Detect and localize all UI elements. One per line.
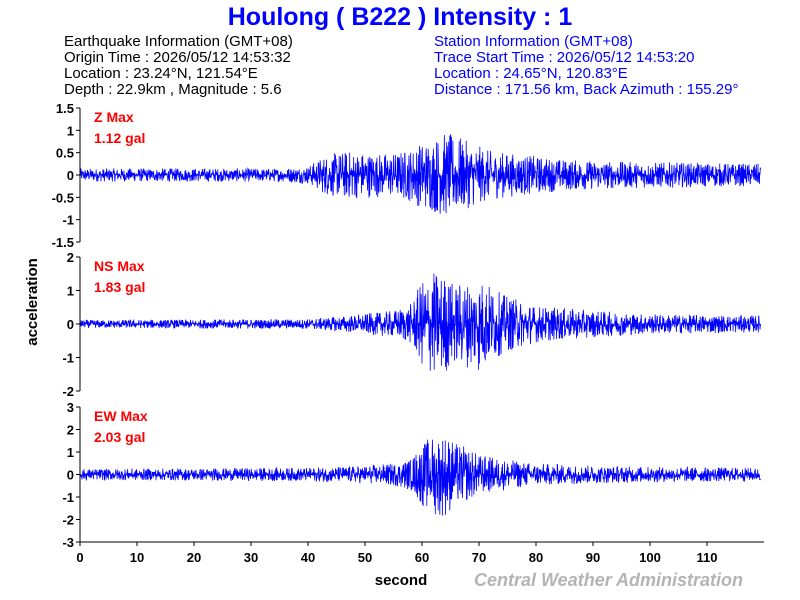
origin-time: Origin Time : 2026/05/12 14:53:32: [64, 49, 291, 66]
ew-y-tick-label: 3: [67, 400, 74, 415]
z-max-value: 1.12 gal: [94, 130, 145, 146]
earthquake-info: Earthquake Information (GMT+08) Origin T…: [64, 34, 293, 98]
x-axis-label: second: [375, 572, 428, 589]
ew-max-label: EW Max: [94, 408, 148, 424]
ew-y-tick-label: -1: [62, 490, 74, 505]
ew-y-tick-label: 1: [67, 445, 74, 460]
x-tick-label: 110: [697, 550, 718, 565]
depth-magnitude: Depth : 22.9km , Magnitude : 5.6: [64, 81, 282, 98]
epicenter-location: Location : 23.24°N, 121.54°E: [64, 65, 258, 82]
ns-y-tick-label: 1: [67, 284, 74, 299]
ew-y-tick-label: 2: [67, 423, 74, 438]
credit-text: Central Weather Administration: [474, 570, 744, 590]
ns-max-value: 1.83 gal: [94, 279, 145, 295]
z-y-tick-label: -1.5: [52, 235, 74, 250]
ns-y-tick-label: 0: [67, 317, 74, 332]
ew-y-tick-label: 0: [67, 468, 74, 483]
station-info-heading: Station Information (GMT+08): [434, 33, 633, 50]
ns-y-tick-label: -1: [62, 351, 74, 366]
ew-waveform-trace: [79, 439, 761, 516]
x-tick-label: 40: [301, 550, 315, 565]
trace-start-time: Trace Start Time : 2026/05/12 14:53:20: [434, 49, 695, 66]
ew-y-tick-label: -3: [62, 535, 74, 550]
z-waveform-trace: [79, 134, 761, 214]
ns-max-label: NS Max: [94, 258, 145, 274]
x-tick-label: 10: [130, 550, 144, 565]
x-tick-label: 100: [639, 550, 661, 565]
x-tick-label: 30: [244, 550, 258, 565]
x-tick-label: 50: [358, 550, 372, 565]
y-axis-label: acceleration: [24, 258, 41, 346]
ew-y-tick-label: -2: [62, 513, 74, 528]
station-info: Station Information (GMT+08) Trace Start…: [434, 34, 739, 98]
z-y-tick-label: 1.5: [56, 101, 74, 116]
ew-max-value: 2.03 gal: [94, 429, 145, 445]
x-tick-label: 80: [529, 550, 543, 565]
x-tick-label: 20: [187, 550, 201, 565]
station-location: Location : 24.65°N, 120.83°E: [434, 65, 628, 82]
z-y-tick-label: 0.5: [56, 146, 74, 161]
chart-title: Houlong ( B222 ) Intensity : 1: [227, 3, 573, 31]
ns-waveform-trace: [79, 273, 761, 371]
earthquake-info-heading: Earthquake Information (GMT+08): [64, 33, 293, 50]
x-tick-label: 70: [472, 550, 486, 565]
ns-y-tick-label: -2: [62, 384, 74, 399]
x-tick-label: 90: [586, 550, 600, 565]
z-max-label: Z Max: [94, 109, 134, 125]
z-y-tick-label: 1: [67, 123, 74, 138]
z-y-tick-label: -0.5: [52, 190, 74, 205]
x-tick-label: 0: [76, 550, 83, 565]
ns-y-tick-label: 2: [67, 250, 74, 265]
z-y-tick-label: -1: [62, 213, 74, 228]
x-tick-label: 60: [415, 550, 429, 565]
distance-azimuth: Distance : 171.56 km, Back Azimuth : 155…: [434, 81, 739, 98]
z-y-tick-label: 0: [67, 168, 74, 183]
